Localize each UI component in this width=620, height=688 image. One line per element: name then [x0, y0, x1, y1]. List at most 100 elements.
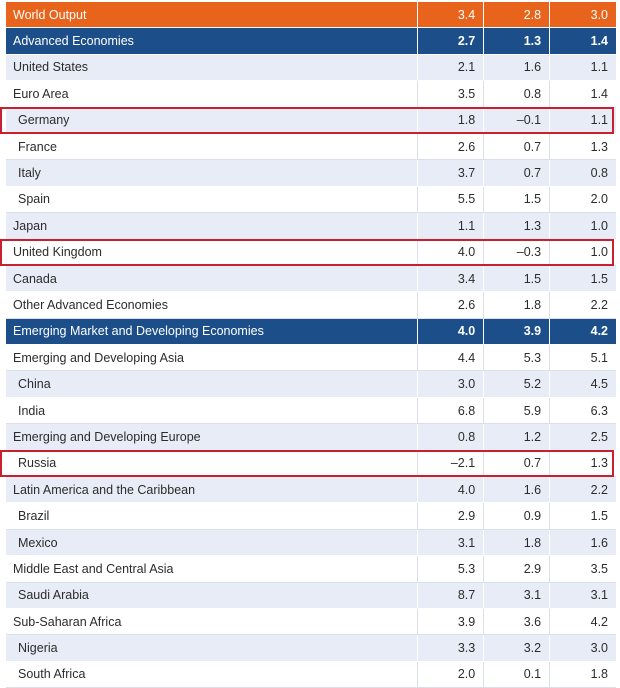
value-cell-2: 0.7 [484, 133, 551, 160]
row-label: Nigeria [6, 635, 419, 661]
value-cell-1: 4.0 [418, 318, 485, 345]
row-label: Euro Area [6, 81, 419, 107]
value-cell-1: 5.5 [418, 186, 485, 213]
value-cell-3: 4.5 [550, 371, 617, 397]
value-cell-2: –0.3 [484, 239, 551, 265]
value-cell-3: 1.4 [550, 28, 617, 54]
table-row: Russia –2.1 0.7 1.3 [6, 450, 617, 478]
table-row: Other Advanced Economies 2.6 1.8 2.2 [6, 292, 617, 319]
value-cell-2: 3.1 [484, 582, 551, 608]
value-cell-3: 3.1 [550, 582, 617, 608]
row-label: Brazil [6, 503, 419, 529]
value-cell-2: 1.6 [484, 477, 551, 503]
value-cell-2: 5.9 [484, 397, 551, 424]
table-row: France 2.6 0.7 1.3 [6, 133, 617, 161]
table-row: Emerging and Developing Asia 4.4 5.3 5.1 [6, 345, 617, 372]
table-row: Middle East and Central Asia 5.3 2.9 3.5 [6, 556, 617, 583]
value-cell-1: 3.5 [418, 81, 485, 107]
row-label: Sub-Saharan Africa [6, 608, 419, 635]
value-cell-3: 4.2 [550, 318, 617, 345]
value-cell-3: 1.3 [550, 450, 617, 477]
value-cell-2: 1.2 [484, 424, 551, 450]
value-cell-3: 2.2 [550, 292, 617, 318]
value-cell-2: 1.8 [484, 292, 551, 318]
value-cell-2: 1.6 [484, 54, 551, 81]
group-header-row: Advanced Economies 2.7 1.3 1.4 [6, 28, 617, 55]
value-cell-3: 1.4 [550, 81, 617, 107]
value-cell-1: 5.3 [418, 556, 485, 582]
table-row: Saudi Arabia 8.7 3.1 3.1 [6, 582, 617, 609]
value-cell-1: 6.8 [418, 397, 485, 424]
value-cell-2: 1.8 [484, 529, 551, 556]
value-cell-3: 5.1 [550, 345, 617, 371]
row-label: Advanced Economies [6, 28, 419, 54]
value-cell-2: 0.9 [484, 503, 551, 529]
row-label: Latin America and the Caribbean [6, 477, 419, 503]
value-cell-1: 3.4 [418, 2, 485, 28]
row-label: Canada [6, 265, 419, 292]
value-cell-1: 4.4 [418, 345, 485, 371]
value-cell-3: 3.0 [550, 2, 617, 28]
value-cell-2: 3.9 [484, 318, 551, 345]
economic-outlook-table: World Output 3.4 2.8 3.0 Advanced Economies 2… [6, 2, 617, 688]
table-row: South Africa 2.0 0.1 1.8 [6, 661, 617, 688]
value-cell-3: 1.1 [550, 107, 617, 133]
value-cell-1: 4.0 [418, 239, 485, 265]
table-row: Mexico 3.1 1.8 1.6 [6, 529, 617, 557]
value-cell-3: 1.0 [550, 213, 617, 239]
value-cell-3: 2.2 [550, 477, 617, 503]
table-row: Japan 1.1 1.3 1.0 [6, 213, 617, 240]
value-cell-2: 2.8 [484, 2, 551, 28]
value-cell-2: 1.5 [484, 265, 551, 292]
value-cell-1: 2.7 [418, 28, 485, 54]
table-row: United Kingdom 4.0 –0.3 1.0 [6, 239, 617, 266]
value-cell-1: 4.0 [418, 477, 485, 503]
value-cell-1: 3.1 [418, 529, 485, 556]
value-cell-3: 1.0 [550, 239, 617, 265]
row-label: Emerging and Developing Asia [6, 345, 419, 371]
value-cell-1: –2.1 [418, 450, 485, 477]
value-cell-1: 3.9 [418, 608, 485, 635]
value-cell-2: 0.8 [484, 81, 551, 107]
value-cell-1: 2.6 [418, 292, 485, 318]
value-cell-3: 2.0 [550, 186, 617, 213]
value-cell-1: 1.1 [418, 213, 485, 239]
value-cell-2: 0.1 [484, 661, 551, 688]
table-row: Euro Area 3.5 0.8 1.4 [6, 81, 617, 108]
value-cell-2: 1.3 [484, 213, 551, 239]
value-cell-3: 1.5 [550, 265, 617, 292]
value-cell-1: 0.8 [418, 424, 485, 450]
row-label: Japan [6, 213, 419, 239]
value-cell-1: 8.7 [418, 582, 485, 608]
table-row: Canada 3.4 1.5 1.5 [6, 265, 617, 293]
value-cell-1: 2.1 [418, 54, 485, 81]
value-cell-2: 3.6 [484, 608, 551, 635]
table-row: Germany 1.8 –0.1 1.1 [6, 107, 617, 134]
row-label: France [6, 133, 419, 160]
value-cell-3: 3.0 [550, 635, 617, 661]
value-cell-2: 3.2 [484, 635, 551, 661]
table-row: United States 2.1 1.6 1.1 [6, 54, 617, 82]
table-row: China 3.0 5.2 4.5 [6, 371, 617, 398]
value-cell-3: 1.1 [550, 54, 617, 81]
world-output-row: World Output 3.4 2.8 3.0 [6, 2, 617, 29]
value-cell-3: 1.6 [550, 529, 617, 556]
row-label: United States [6, 54, 419, 81]
value-cell-2: –0.1 [484, 107, 551, 133]
value-cell-2: 0.7 [484, 450, 551, 477]
value-cell-1: 1.8 [418, 107, 485, 133]
value-cell-3: 2.5 [550, 424, 617, 450]
table-row: Spain 5.5 1.5 2.0 [6, 186, 617, 214]
value-cell-2: 5.2 [484, 371, 551, 397]
value-cell-1: 2.6 [418, 133, 485, 160]
row-label: World Output [6, 2, 419, 28]
value-cell-1: 3.4 [418, 265, 485, 292]
group-header-row: Emerging Market and Developing Economies… [6, 318, 617, 346]
row-label: Middle East and Central Asia [6, 556, 419, 582]
row-label: India [6, 397, 419, 424]
row-label: Russia [6, 450, 419, 477]
value-cell-3: 1.5 [550, 503, 617, 529]
value-cell-3: 4.2 [550, 608, 617, 635]
row-label: South Africa [6, 661, 419, 688]
value-cell-3: 3.5 [550, 556, 617, 582]
